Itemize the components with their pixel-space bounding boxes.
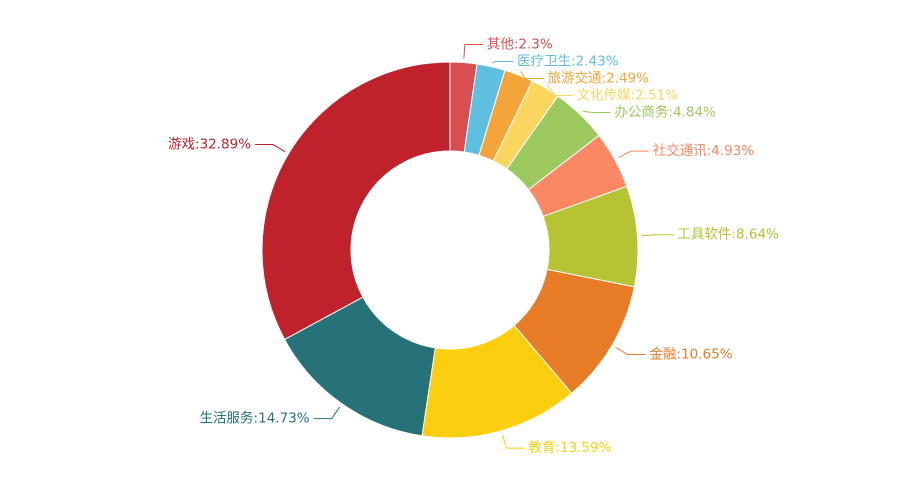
slices-group [261, 61, 639, 439]
slice-label-3: 文化传媒:2.51% [577, 88, 679, 104]
pie-slice-10[interactable] [261, 61, 451, 341]
slice-label-9: 生活服务:14.73% [200, 411, 310, 427]
leader-line-7 [615, 346, 646, 355]
slice-label-10: 游戏:32.89% [168, 137, 251, 153]
slice-label-4: 办公商务:4.84% [614, 105, 716, 121]
leader-line-10 [255, 144, 286, 153]
slice-label-6: 工具软件:8.64% [677, 227, 779, 243]
slice-label-0: 其他:2.3% [487, 37, 553, 53]
leader-line-0 [463, 44, 483, 59]
leader-line-8 [502, 434, 525, 449]
leader-line-3 [547, 84, 573, 97]
leader-line-9 [313, 406, 341, 420]
labels-group: 其他:2.3%医疗卫生:2.43%旅游交通:2.49%文化传媒:2.51%办公商… [168, 37, 779, 457]
leader-line-6 [641, 234, 674, 237]
leader-lines-group [255, 44, 674, 449]
slice-label-5: 社交通讯:4.93% [653, 142, 755, 159]
leader-line-1 [491, 61, 514, 64]
leader-line-4 [582, 110, 611, 114]
slice-label-8: 教育:13.59% [528, 440, 611, 456]
slice-label-1: 医疗卫生:2.43% [517, 54, 619, 70]
slice-label-2: 旅游交通:2.49% [548, 70, 650, 87]
leader-line-5 [618, 150, 649, 159]
slice-label-7: 金融:10.65% [650, 346, 733, 362]
leader-line-2 [519, 71, 544, 80]
